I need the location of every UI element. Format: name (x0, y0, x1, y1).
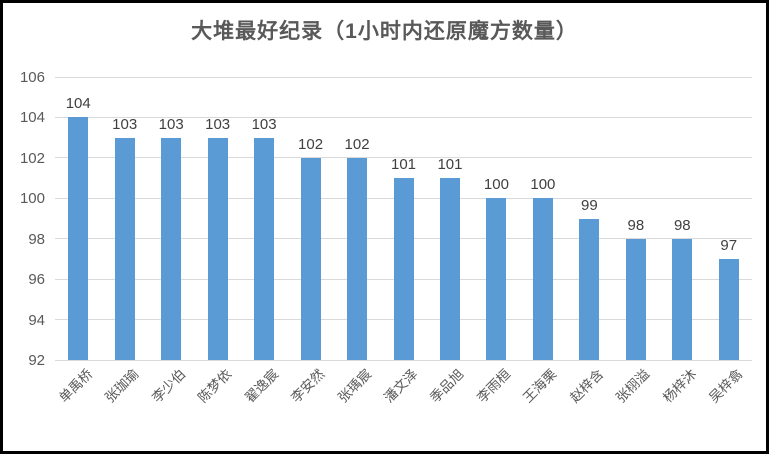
gridline (55, 157, 752, 159)
y-tick-label: 92 (28, 352, 45, 369)
x-category-label: 赵梓含 (567, 366, 607, 406)
y-tick-label: 94 (28, 311, 45, 329)
bar-value-label: 98 (627, 216, 645, 234)
x-category-label: 李安然 (288, 366, 328, 406)
bar-value-label: 103 (112, 115, 138, 133)
x-category-label: 张栩溢 (613, 366, 653, 406)
bar-value-label: 101 (390, 156, 417, 174)
bar-value-label: 103 (251, 115, 277, 133)
bar-value-label: 99 (581, 196, 598, 214)
plot-area: 92 94 96 98 100 102 104 106 104 单禹桥 103 张珈瑜 103 李少伯 10… (3, 3, 766, 451)
x-category-label: 李雨桓 (474, 366, 514, 406)
bar-value-label: 104 (65, 95, 91, 113)
gridline (55, 76, 752, 78)
bar-value-label: 102 (298, 135, 324, 153)
bar-value-label: 103 (205, 115, 231, 133)
bar (207, 137, 228, 360)
gridline (55, 116, 752, 118)
bar (439, 178, 460, 360)
bar (347, 157, 368, 360)
bar-value-label: 102 (344, 135, 370, 153)
y-tick-label: 104 (19, 109, 45, 127)
x-category-label: 单禹桥 (55, 366, 96, 406)
gridline (55, 359, 752, 361)
bar (254, 137, 275, 360)
x-category-label: 季品旭 (427, 366, 467, 406)
bar-value-label: 100 (530, 176, 556, 194)
y-tick-label: 98 (28, 230, 45, 248)
bar (161, 137, 182, 360)
chart-title: 大堆最好纪录（1小时内还原魔方数量） (191, 20, 578, 43)
x-category-label: 李少伯 (148, 366, 189, 406)
bar-value-label: 101 (437, 156, 463, 174)
bar-value-label: 100 (483, 176, 509, 194)
y-tick-label: 102 (19, 149, 45, 167)
bar (486, 198, 507, 360)
bar (300, 157, 321, 360)
x-category-label: 翟逸宸 (241, 366, 282, 406)
x-category-label: 张瑀宸 (334, 366, 374, 406)
x-category-label: 杨梓沐 (659, 366, 700, 406)
bar (672, 238, 693, 360)
y-tick-label: 96 (28, 271, 45, 289)
x-category-label: 张珈瑜 (102, 366, 142, 406)
bar (718, 258, 739, 360)
bar-value-label: 97 (720, 236, 738, 254)
bar (625, 238, 646, 360)
bar-value-label: 98 (673, 216, 691, 234)
bar (114, 137, 135, 360)
x-category-label: 吴梓翕 (706, 366, 746, 406)
bar-value-label: 103 (158, 115, 184, 133)
bar (532, 198, 553, 360)
x-category-label: 潘文泽 (381, 366, 421, 406)
bar (579, 218, 600, 360)
bar (68, 117, 89, 360)
y-tick-label: 106 (19, 69, 45, 86)
bar (393, 178, 414, 360)
x-category-label: 王海栗 (520, 366, 560, 406)
x-category-label: 陈梦依 (195, 366, 235, 406)
y-tick-label: 100 (19, 190, 45, 208)
